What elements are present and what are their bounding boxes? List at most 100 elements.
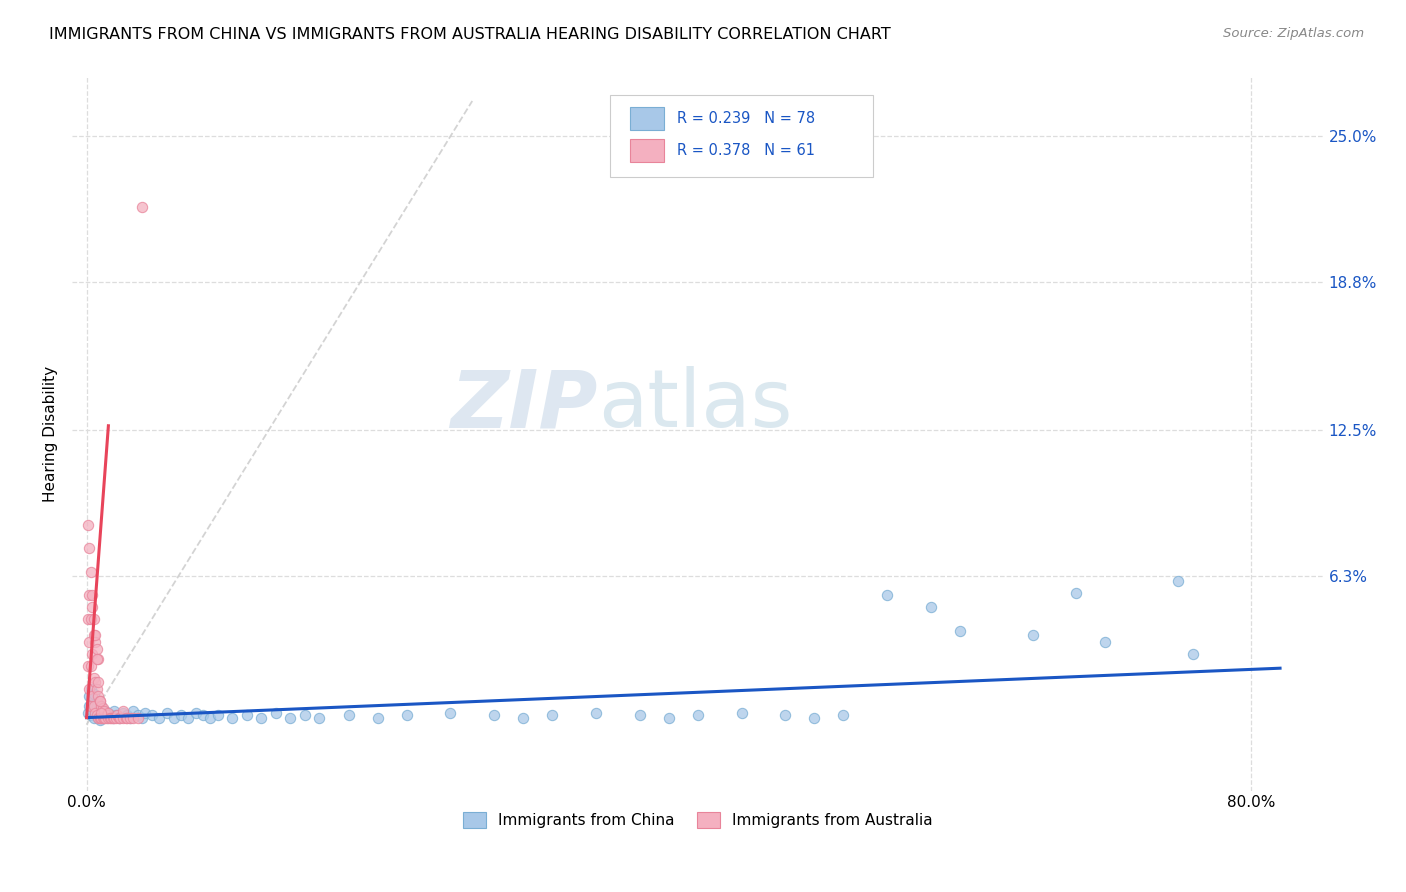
Point [87, 652, 110, 666]
Point [920, 599, 942, 614]
Point [395, 708, 418, 723]
Point [82, 599, 104, 614]
Point [89, 694, 111, 708]
Point [101, 711, 124, 725]
Point [111, 706, 134, 720]
FancyBboxPatch shape [610, 95, 873, 178]
Y-axis label: Hearing Disability: Hearing Disability [44, 366, 58, 502]
Point [134, 706, 156, 720]
Point [117, 711, 139, 725]
Point [264, 706, 287, 720]
Point [876, 588, 898, 602]
Text: ZIP: ZIP [450, 367, 598, 444]
Point [117, 708, 139, 723]
Point [96, 711, 118, 725]
Point [104, 711, 127, 725]
Point [148, 711, 170, 725]
Point [207, 708, 229, 723]
Point [104, 708, 127, 723]
Point [86, 708, 108, 723]
Point [87, 690, 110, 704]
Point [84, 635, 107, 649]
Point [235, 708, 257, 723]
Point [82, 691, 104, 706]
Point [83, 628, 105, 642]
Point [82, 704, 104, 718]
Point [127, 711, 149, 725]
Point [93, 704, 115, 718]
Point [83, 698, 105, 713]
Text: R = 0.239   N = 78: R = 0.239 N = 78 [676, 112, 814, 127]
Point [80, 682, 103, 697]
Point [191, 708, 214, 723]
FancyBboxPatch shape [630, 139, 664, 161]
Text: R = 0.378   N = 61: R = 0.378 N = 61 [676, 143, 814, 158]
Point [79, 698, 101, 713]
Point [82, 588, 104, 602]
Point [83, 671, 105, 685]
Point [1064, 586, 1087, 600]
Point [101, 711, 124, 725]
Point [87, 711, 110, 725]
Point [120, 711, 142, 725]
Point [773, 708, 796, 723]
Point [80, 612, 103, 626]
Point [82, 690, 104, 704]
Point [80, 708, 103, 723]
Point [84, 706, 107, 720]
Point [1167, 574, 1189, 588]
Point [105, 708, 128, 723]
Point [170, 708, 193, 723]
Point [83, 687, 105, 701]
Point [84, 628, 107, 642]
Point [80, 697, 103, 711]
Point [93, 708, 115, 723]
Point [89, 713, 111, 727]
Point [221, 711, 243, 725]
Point [84, 706, 107, 720]
Point [84, 697, 107, 711]
Point [127, 708, 149, 723]
Point [80, 658, 103, 673]
Point [98, 711, 121, 725]
Point [294, 708, 316, 723]
Point [86, 642, 108, 657]
Point [103, 704, 125, 718]
Point [111, 711, 134, 725]
Point [83, 701, 105, 715]
Point [1021, 628, 1043, 642]
Point [658, 711, 681, 725]
Point [87, 704, 110, 718]
Point [79, 541, 101, 556]
Point [122, 711, 145, 725]
Point [103, 711, 125, 725]
Point [686, 708, 709, 723]
Point [91, 701, 114, 715]
Point [131, 200, 153, 214]
Point [482, 708, 505, 723]
Point [278, 711, 301, 725]
Point [163, 711, 186, 725]
Point [94, 704, 117, 718]
Point [91, 706, 114, 720]
Point [200, 711, 222, 725]
Point [83, 711, 105, 725]
Point [89, 711, 111, 725]
Point [107, 711, 129, 725]
Point [308, 711, 330, 725]
Point [96, 708, 118, 723]
Point [250, 711, 273, 725]
Point [628, 708, 651, 723]
Point [86, 682, 108, 697]
Point [97, 706, 120, 720]
Point [803, 711, 825, 725]
Point [90, 698, 112, 713]
Point [115, 711, 138, 725]
Text: IMMIGRANTS FROM CHINA VS IMMIGRANTS FROM AUSTRALIA HEARING DISABILITY CORRELATIO: IMMIGRANTS FROM CHINA VS IMMIGRANTS FROM… [49, 27, 891, 42]
Point [439, 706, 461, 720]
Point [86, 708, 108, 723]
Legend: Immigrants from China, Immigrants from Australia: Immigrants from China, Immigrants from A… [457, 806, 939, 834]
Point [86, 652, 108, 666]
Point [184, 706, 207, 720]
Point [98, 708, 121, 723]
